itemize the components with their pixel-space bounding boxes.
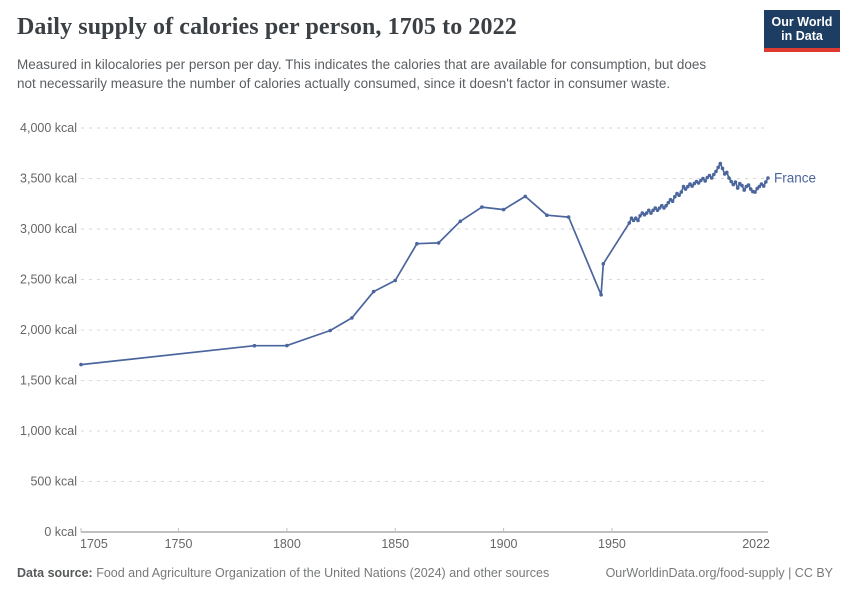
data-point (712, 172, 716, 177)
data-point (764, 180, 768, 184)
y-tick-label-1500: 1,500 kcal (20, 374, 77, 388)
data-point (742, 188, 746, 192)
y-tick-label-500: 500 kcal (30, 475, 77, 489)
data-point (649, 211, 653, 215)
page-title: Daily supply of calories per person, 170… (17, 14, 517, 40)
data-point (523, 194, 528, 199)
data-point (766, 176, 770, 180)
y-tick-label-4000: 4,000 kcal (20, 121, 77, 135)
data-point (733, 180, 738, 184)
data-point (653, 206, 658, 210)
chart-subtitle: Measured in kilocalories per person per … (17, 57, 707, 91)
series-label-France: France (774, 170, 816, 185)
data-point (701, 176, 705, 181)
y-tick-label-3000: 3,000 kcal (20, 222, 77, 236)
data-point (727, 176, 731, 180)
data-point (761, 184, 766, 188)
data-point (545, 213, 549, 217)
y-tick-label-2000: 2,000 kcal (20, 323, 77, 337)
data-point (371, 289, 376, 294)
data-point (731, 182, 736, 187)
data-point (725, 170, 729, 175)
data-source-note: Data source: Food and Agriculture Organi… (17, 566, 549, 580)
x-tick-label-1950: 1950 (598, 537, 626, 551)
y-tick-label-3500: 3,500 kcal (20, 172, 77, 186)
data-point (660, 203, 664, 208)
data-point (651, 208, 655, 213)
data-point (757, 184, 762, 189)
owid-logo-line2: in Data (781, 29, 823, 43)
data-point (501, 207, 506, 212)
data-point (753, 190, 757, 194)
data-point (627, 221, 632, 225)
data-point (393, 278, 398, 283)
owid-logo-line1: Our World (771, 14, 833, 29)
y-tick-label-0: 0 kcal (44, 525, 77, 539)
data-point (748, 187, 753, 191)
data-point (415, 241, 419, 246)
y-tick-label-2500: 2,500 kcal (20, 273, 77, 287)
data-point (666, 200, 671, 205)
data-point (714, 169, 718, 174)
data-point (696, 181, 701, 185)
data-source-label: Data source: (17, 566, 93, 580)
data-point (735, 186, 740, 190)
x-tick-label-1850: 1850 (381, 537, 409, 551)
data-point (79, 362, 83, 367)
data-point (740, 183, 744, 188)
x-tick-label-1705: 1705 (80, 537, 108, 551)
data-point (655, 208, 660, 213)
data-point (629, 216, 634, 220)
data-point (458, 219, 463, 224)
series-line-France (80, 162, 769, 366)
data-point (285, 343, 289, 348)
data-point (720, 166, 725, 171)
data-point (638, 214, 642, 218)
data-point (647, 208, 651, 213)
chart-footer: Data source: Food and Agriculture Organi… (17, 566, 833, 580)
data-point (746, 183, 751, 187)
data-point (566, 215, 571, 219)
data-point (690, 184, 694, 188)
data-point (670, 199, 675, 203)
owid-logo: Our World in Data (764, 10, 840, 52)
data-point (677, 193, 681, 197)
data-point (703, 179, 707, 183)
data-point (686, 184, 690, 189)
x-tick-label-1900: 1900 (490, 537, 518, 551)
data-point (350, 316, 354, 320)
data-point (436, 241, 441, 245)
data-point (480, 205, 484, 209)
data-point (599, 293, 603, 297)
data-point (709, 176, 714, 180)
data-point (328, 328, 333, 333)
owid-url-link[interactable]: OurWorldinData.org/food-supply | CC BY (605, 566, 833, 580)
x-tick-label-2022: 2022 (742, 537, 770, 551)
data-point (683, 187, 688, 191)
data-point (718, 161, 723, 166)
data-point (679, 190, 684, 194)
data-point (729, 179, 733, 184)
data-point (657, 206, 662, 210)
data-source-text: Food and Agriculture Organization of the… (92, 566, 550, 580)
data-point (636, 218, 640, 223)
data-point (252, 343, 257, 348)
data-point (662, 206, 666, 210)
data-point (716, 165, 720, 170)
data-point (601, 262, 606, 266)
y-tick-label-1000: 1,000 kcal (20, 424, 77, 438)
data-point (631, 218, 636, 223)
data-point (664, 203, 668, 208)
data-point (707, 173, 712, 178)
data-point (673, 194, 677, 199)
data-point (681, 184, 686, 189)
x-tick-label-1800: 1800 (273, 537, 301, 551)
data-point (634, 216, 638, 220)
x-tick-label-1750: 1750 (165, 537, 193, 551)
data-point (644, 211, 649, 215)
